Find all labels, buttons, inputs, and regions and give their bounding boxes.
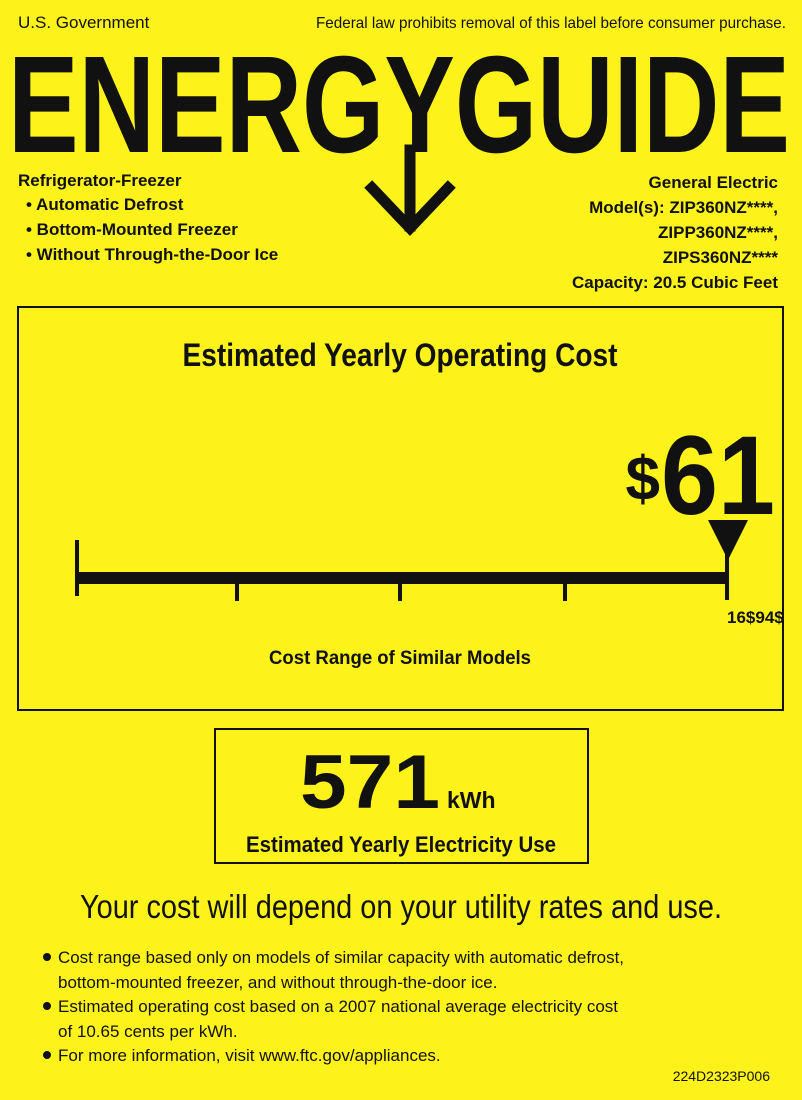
electricity-caption: Estimated Yearly Electricity Use	[246, 832, 556, 857]
tagline: Your cost will depend on your utility ra…	[80, 888, 722, 925]
note-line: Cost range based only on models of simil…	[58, 948, 624, 967]
note-line: of 10.65 cents per kWh.	[58, 1022, 238, 1041]
model: ZIPP360NZ****,	[658, 223, 778, 242]
model: Model(s): ZIP360NZ****,	[589, 198, 778, 217]
title: ENERGYGUIDE	[8, 28, 790, 182]
arrow	[364, 144, 456, 236]
bullet	[43, 1051, 51, 1059]
note-line: Estimated operating cost based on a 2007…	[58, 997, 618, 1016]
feature: • Bottom-Mounted Freezer	[26, 220, 238, 239]
electricity-value: 571	[300, 740, 440, 825]
range-label: 16$94$	[727, 608, 784, 627]
bullet	[43, 1002, 51, 1010]
government: U.S. Government	[18, 13, 150, 32]
feature: • Automatic Defrost	[26, 195, 184, 214]
capacity: Capacity: 20.5 Cubic Feet	[572, 273, 778, 292]
note-line: bottom-mounted freezer, and without thro…	[58, 973, 497, 992]
cost-heading: Estimated Yearly Operating Cost	[183, 337, 618, 373]
feature: • Without Through-the-Door Ice	[26, 245, 278, 264]
notice: Federal law prohibits removal of this la…	[316, 15, 786, 32]
electricity-unit: kWh	[447, 787, 496, 813]
model: ZIPS360NZ****	[663, 248, 779, 267]
label-code: 224D2323P006	[673, 1068, 771, 1084]
cost-amount: 61	[661, 413, 775, 538]
cost-marker	[708, 520, 748, 560]
cost-symbol: $	[626, 445, 660, 514]
note-line: For more information, visit www.ftc.gov/…	[58, 1046, 441, 1065]
cost-box	[17, 306, 784, 711]
cost-caption: Cost Range of Similar Models	[269, 648, 531, 669]
bullet	[43, 953, 51, 961]
electricity-box	[214, 728, 589, 864]
manufacturer: General Electric	[649, 173, 778, 192]
arrow-head	[364, 180, 456, 236]
product-type: Refrigerator-Freezer	[18, 171, 182, 190]
